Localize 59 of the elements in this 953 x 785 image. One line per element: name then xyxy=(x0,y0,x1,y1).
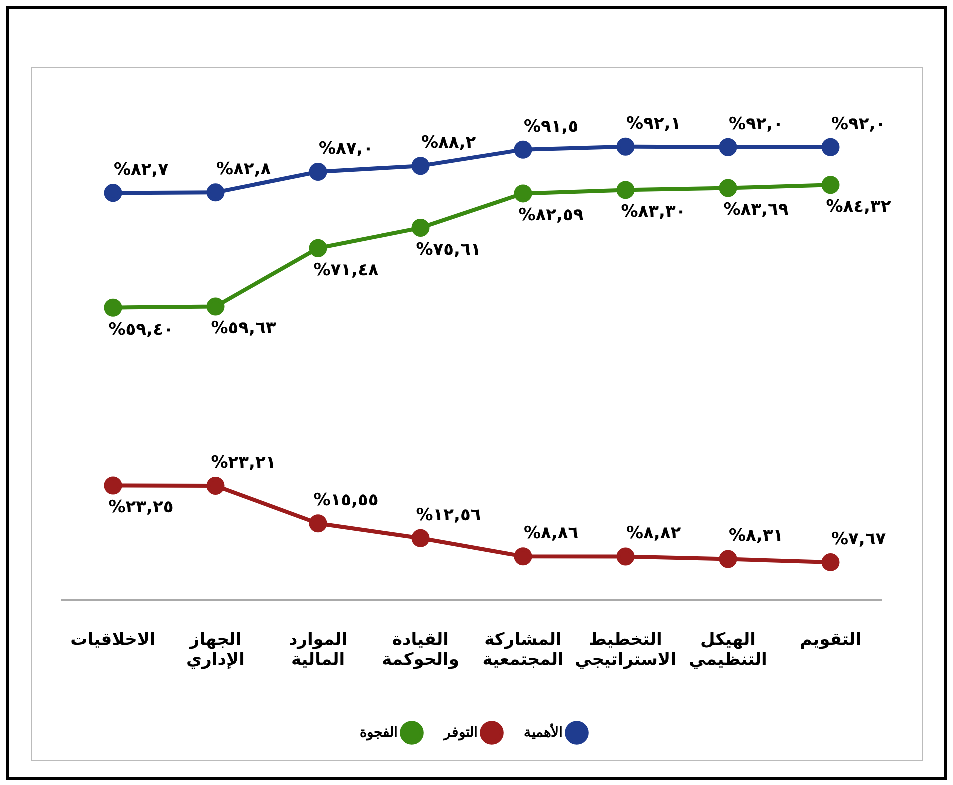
data-label: %٨٣,٣٠ xyxy=(621,202,686,222)
point xyxy=(206,184,225,202)
point xyxy=(412,219,430,238)
point xyxy=(206,476,225,495)
data-label: %٧٥,٦١ xyxy=(416,240,482,260)
point xyxy=(719,179,738,198)
point xyxy=(309,162,328,181)
point xyxy=(412,529,430,548)
point xyxy=(822,138,840,156)
data-label: %٢٣,٢١ xyxy=(211,452,276,473)
point xyxy=(309,239,328,258)
data-label: %٥٩,٦٣ xyxy=(211,318,277,339)
data-label: %٨,٨٢ xyxy=(626,524,682,544)
x-tick-label: التقويم xyxy=(800,630,862,650)
x-tick-label: الهيكل التنظيمي xyxy=(689,630,768,670)
point xyxy=(104,476,122,495)
data-label: %٨٣,٦٩ xyxy=(724,200,790,220)
point xyxy=(822,176,840,194)
legend-label: التوفر xyxy=(443,724,478,741)
data-label: %٨٢,٥٩ xyxy=(518,206,584,226)
point xyxy=(104,298,122,317)
data-label: %١٢,٥٦ xyxy=(416,505,482,526)
point xyxy=(616,548,635,566)
x-tick-label: التخطيط الاستراتيجي xyxy=(575,630,676,670)
data-label: %٩١,٥ xyxy=(524,116,579,137)
data-label: %٨٢,٨ xyxy=(216,160,272,180)
data-label: %٨٢,٧ xyxy=(114,160,170,180)
legend-label: الأهمية xyxy=(524,722,563,740)
point xyxy=(719,550,738,568)
legend-label: الفجوة xyxy=(360,724,398,741)
point xyxy=(206,298,225,316)
data-label: %٥٩,٤٠ xyxy=(108,320,174,340)
data-label: %٧١,٤٨ xyxy=(314,260,380,280)
data-label: %٨٤,٣٢ xyxy=(826,197,892,218)
data-label: %٢٣,٢٥ xyxy=(108,498,174,518)
data-label: %٨٨,٢ xyxy=(421,133,477,153)
data-label: %٩٢,١ xyxy=(626,114,682,134)
point xyxy=(616,181,635,200)
x-tick-label: الجهاز الإداري xyxy=(186,630,245,670)
x-tick-label: الاخلاقيات xyxy=(70,630,156,650)
data-label: %٩٢,٠ xyxy=(831,114,886,134)
data-label: %٧,٦٧ xyxy=(831,529,887,550)
data-label: %٨,٨٦ xyxy=(524,524,579,544)
data-label: %٩٢,٠ xyxy=(728,114,784,134)
data-label: %١٥,٥٥ xyxy=(314,490,379,511)
point xyxy=(514,548,532,566)
point xyxy=(616,138,635,156)
point xyxy=(719,138,738,156)
data-label: %٨٧,٠ xyxy=(318,138,374,159)
point xyxy=(309,514,328,533)
data-label: %٨,٣١ xyxy=(728,526,784,546)
point xyxy=(514,140,532,159)
x-tick-label: الموارد المالية xyxy=(288,630,348,670)
point xyxy=(822,553,840,572)
x-tick-label: القيادة والحوكمة xyxy=(382,630,460,670)
x-tick-label: المشاركة المجتمعية xyxy=(482,630,564,670)
point xyxy=(104,184,122,202)
point xyxy=(412,157,430,176)
point xyxy=(514,184,532,203)
